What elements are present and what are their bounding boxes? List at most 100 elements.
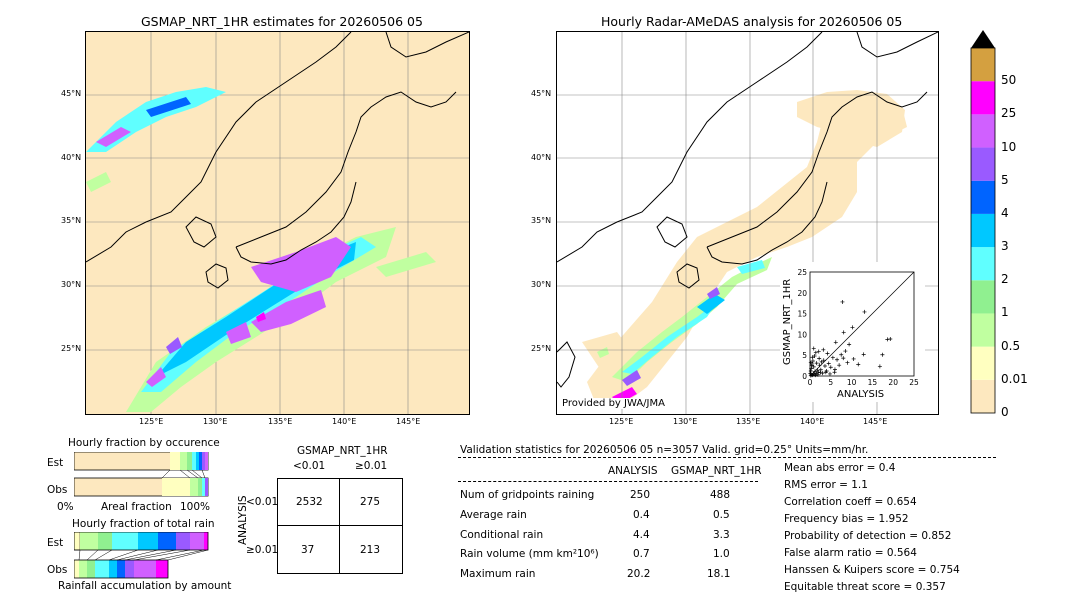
colorbar-level-label: 0.01 <box>1001 371 1028 386</box>
scatter-point <box>811 346 816 351</box>
colorbar-level-label: 2 <box>1001 272 1009 287</box>
scatter-y-tick: 0 <box>802 372 807 381</box>
scatter-x-tick: 5 <box>828 378 833 387</box>
scatter-ylabel: GSMAP_NRT_1HR <box>782 278 793 365</box>
scatter-point <box>826 361 831 366</box>
scatter-point <box>843 349 848 354</box>
fraction-occurrence-title: Hourly fraction by occurence <box>68 437 220 449</box>
validation-row-analysis: 0.4 <box>633 509 650 521</box>
validation-row-gsmap: 3.3 <box>713 529 730 541</box>
scatter-point <box>888 336 893 341</box>
scatter-point <box>816 349 821 354</box>
right-lon-label-135: 135°E <box>736 417 761 426</box>
colorbar-segment <box>971 313 995 347</box>
colorbar-segment <box>971 48 995 82</box>
colorbar-segment <box>971 180 995 214</box>
fraction-total-title: Hourly fraction of total rain <box>72 518 215 530</box>
scatter-point <box>840 299 845 304</box>
scatter-point <box>880 352 885 357</box>
colorbar-level-label: 4 <box>1001 205 1009 220</box>
validation-row-label: Num of gridpoints raining <box>460 489 595 501</box>
right-lon-label-130: 130°E <box>673 417 698 426</box>
validation-row-gsmap: 488 <box>710 489 731 501</box>
score-line: False alarm ratio = 0.564 <box>784 547 917 559</box>
scatter-diagonal <box>809 271 915 377</box>
left-rain-bands <box>86 87 436 412</box>
scatter-point <box>862 309 867 314</box>
scatter-y-tick: 5 <box>802 351 807 360</box>
scatter-point <box>812 369 817 374</box>
left-lat-label-25: 25°N <box>61 344 82 353</box>
left-lon-label-125: 125°E <box>139 417 164 426</box>
scatter-point <box>810 355 815 360</box>
validation-row-analysis: 4.4 <box>633 529 650 541</box>
right-coastlines <box>557 32 938 388</box>
validation-row-label: Average rain <box>460 509 527 521</box>
scatter-point <box>819 359 824 364</box>
scatter-point <box>813 350 818 355</box>
left-map-title: GSMAP_NRT_1HR estimates for 20260506 05 <box>141 14 423 29</box>
left-map-canvas <box>86 32 469 414</box>
scatter-x-tick: 0 <box>808 378 813 387</box>
contingency-cell: 213 <box>360 544 381 556</box>
right-lat-label-25: 25°N <box>531 344 552 353</box>
fraction-axis-mid: Areal fraction <box>101 501 172 513</box>
colorbar <box>970 30 996 414</box>
colorbar-level-label: 3 <box>1001 239 1009 254</box>
colorbar-segment <box>971 280 995 314</box>
scatter-point <box>832 370 837 375</box>
fraction-total-footer: Rainfall accumulation by amount <box>58 580 232 592</box>
left-map <box>85 31 470 415</box>
scatter-point <box>847 342 852 347</box>
right-lat-label-35: 35°N <box>531 216 552 225</box>
scatter-point <box>809 366 814 371</box>
colorbar-extend-arrow <box>971 30 995 48</box>
score-line: Frequency bias = 1.952 <box>784 513 909 525</box>
validation-divider <box>458 457 996 458</box>
right-lat-label-45: 45°N <box>531 89 552 98</box>
scatter-point <box>839 352 844 357</box>
radar-credit: Provided by JWA/JMA <box>562 398 665 409</box>
scatter-point <box>808 360 813 365</box>
colorbar-segment <box>971 379 995 413</box>
right-lon-label-140: 140°E <box>800 417 825 426</box>
contingency-title: GSMAP_NRT_1HR <box>297 445 388 457</box>
right-lat-label-40: 40°N <box>531 153 552 162</box>
fraction-occurrence-obs-label: Obs <box>47 484 68 496</box>
colorbar-segment <box>971 247 995 281</box>
scatter-point <box>822 364 827 369</box>
scatter-point <box>815 372 820 377</box>
scatter-point <box>837 363 842 368</box>
scatter-y-tick: 10 <box>797 330 807 339</box>
scatter-point <box>817 363 822 368</box>
contingency-cell: 37 <box>301 544 315 556</box>
scatter-point <box>823 370 828 375</box>
scatter-point <box>817 356 822 361</box>
scatter-point <box>828 365 833 370</box>
score-line: Probability of detection = 0.852 <box>784 530 952 542</box>
fraction-axis-left: 0% <box>57 501 74 513</box>
scatter-point <box>812 354 817 359</box>
scatter-point <box>816 370 821 375</box>
scatter-point <box>820 371 825 376</box>
left-lat-label-35: 35°N <box>61 216 82 225</box>
scatter-point <box>808 369 813 374</box>
right-map-canvas <box>557 32 938 414</box>
scatter-point <box>809 363 814 368</box>
contingency-divider-v <box>339 478 340 573</box>
validation-col-analysis: ANALYSIS <box>608 465 658 477</box>
scatter-point <box>810 359 815 364</box>
contingency-table <box>277 478 403 574</box>
scatter-point <box>827 371 832 376</box>
fraction-occurrence-bars <box>74 452 209 497</box>
scatter-point <box>818 370 823 375</box>
colorbar-segment <box>971 147 995 181</box>
scatter-y-tick: 15 <box>797 310 807 319</box>
contingency-col1: <0.01 <box>293 460 326 472</box>
colorbar-level-label: 50 <box>1001 73 1017 88</box>
scatter-point <box>851 356 856 361</box>
scatter-point <box>830 355 835 360</box>
scatter-svg: 00 5 5 10 10 15 15 20 20 25 25 <box>797 268 919 387</box>
left-lon-label-140: 140°E <box>332 417 357 426</box>
validation-row-label: Conditional rain <box>460 529 544 541</box>
